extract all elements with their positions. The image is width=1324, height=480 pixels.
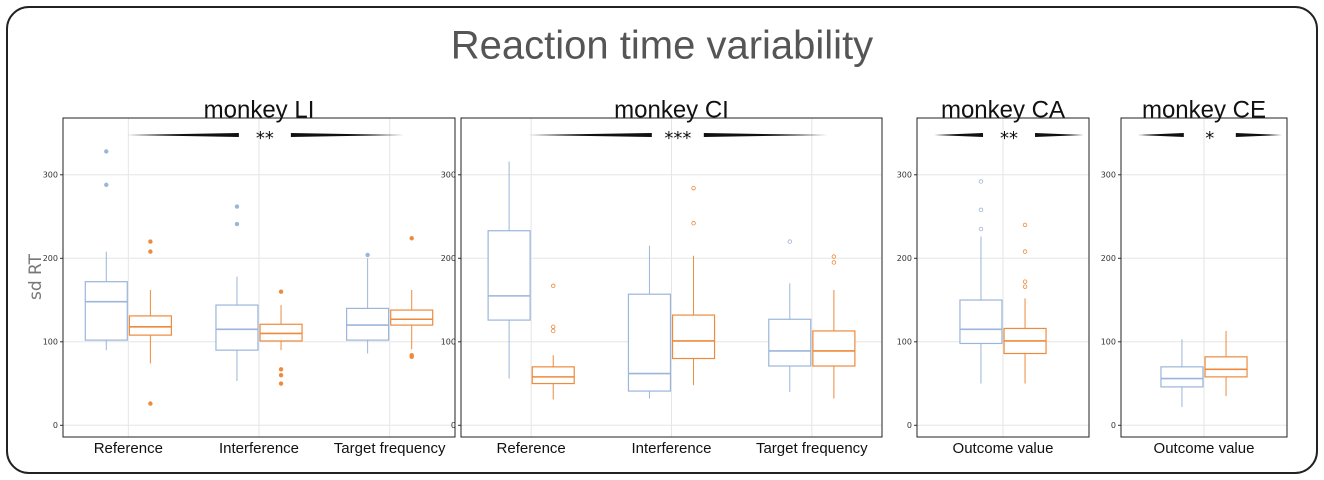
panel-title: monkey LI [204, 96, 315, 123]
outlier [978, 179, 984, 184]
x-tick-label: Reference [94, 440, 163, 457]
outlier [148, 249, 153, 254]
y-tick-label: 200 [1101, 254, 1116, 263]
box [390, 309, 434, 326]
outlier [148, 239, 153, 244]
sig-bar [125, 133, 239, 137]
outlier [551, 324, 556, 329]
plot-border [916, 117, 1090, 438]
outlier [691, 221, 696, 226]
outlier [787, 239, 792, 244]
box [812, 330, 856, 367]
outlier [278, 381, 284, 386]
box [487, 230, 531, 321]
y-tick-label: 300 [897, 170, 912, 179]
main-title: Reaction time variability [451, 24, 873, 68]
y-tick-label: 100 [1101, 337, 1116, 346]
plot-border [62, 117, 456, 438]
x-tick-label: Reference [497, 440, 566, 457]
outlier [1022, 284, 1028, 289]
box [531, 366, 575, 385]
box [1160, 366, 1204, 388]
y-tick-label: 100 [43, 337, 58, 346]
x-tick-label: Target frequency [334, 440, 446, 457]
significance: *** [664, 128, 691, 149]
y-tick-label: 300 [441, 170, 456, 179]
outlier [409, 236, 414, 241]
outlier [1022, 249, 1028, 254]
significance: ** [256, 128, 274, 149]
y-tick-label: 200 [441, 254, 456, 263]
outlier [551, 283, 556, 289]
box [84, 281, 128, 341]
sig-bar [1235, 133, 1283, 137]
y-tick-label: 0 [53, 421, 58, 430]
x-tick-label: Outcome value [1154, 440, 1255, 457]
outlier [148, 401, 153, 406]
x-tick-label: Interference [631, 440, 711, 457]
outlier [1022, 279, 1028, 284]
sig-bar [1035, 133, 1084, 137]
outlier [409, 354, 414, 360]
y-axis-label: sd RT [26, 253, 46, 300]
x-tick-label: Interference [219, 440, 299, 457]
sig-bar [528, 133, 652, 137]
y-tick-label: 100 [897, 337, 912, 346]
outlier [278, 367, 284, 372]
plot-border [1120, 117, 1288, 438]
box [959, 299, 1003, 345]
sig-bar [290, 133, 405, 137]
y-tick-label: 200 [43, 254, 58, 263]
outlier [551, 328, 556, 334]
outlier [278, 373, 284, 378]
outlier [234, 204, 240, 209]
outlier [1022, 222, 1028, 228]
significance: * [1205, 128, 1214, 149]
outlier [978, 226, 984, 232]
box [627, 293, 672, 392]
outlier [831, 254, 837, 259]
panel-title: monkey CI [614, 96, 729, 123]
x-tick-label: Target frequency [756, 440, 868, 457]
box [128, 315, 172, 336]
y-tick-label: 0 [1111, 421, 1116, 430]
box [671, 314, 716, 360]
x-tick-label: Outcome value [953, 440, 1054, 457]
y-tick-label: 300 [43, 170, 58, 179]
box [259, 323, 303, 342]
outlier [365, 252, 370, 258]
box [215, 304, 259, 351]
box [346, 307, 390, 341]
sig-bar [703, 133, 828, 137]
outlier [978, 207, 984, 213]
outlier [104, 182, 109, 188]
outlier [278, 289, 284, 294]
outlier [831, 260, 837, 265]
sig-bar [1137, 133, 1184, 137]
sig-bar [934, 133, 984, 137]
panel-title: monkey CA [941, 96, 1065, 123]
box [1204, 356, 1248, 378]
y-tick-label: 200 [897, 254, 912, 263]
significance: ** [1000, 128, 1018, 149]
y-tick-label: 0 [451, 421, 456, 430]
y-tick-label: 300 [1101, 170, 1116, 179]
panel-title: monkey CE [1142, 96, 1266, 123]
y-tick-label: 100 [441, 337, 456, 346]
plot-border [460, 117, 883, 438]
box [768, 318, 812, 367]
outlier [234, 221, 240, 227]
outlier [691, 185, 696, 191]
y-tick-label: 0 [907, 421, 912, 430]
outlier [104, 149, 109, 154]
